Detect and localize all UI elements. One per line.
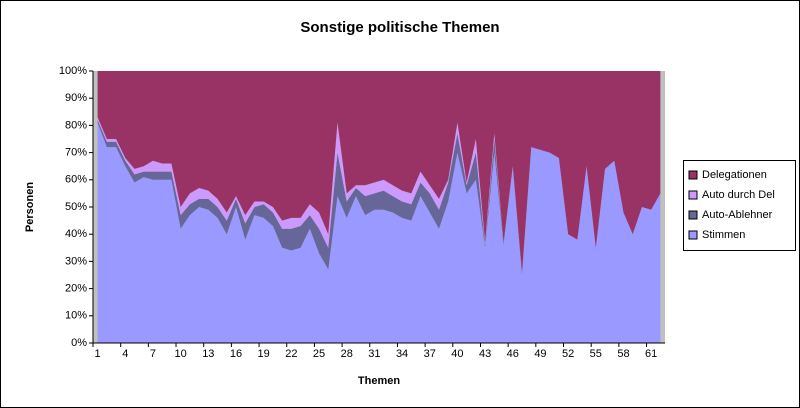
- chart-title: Sonstige politische Themen: [300, 19, 499, 36]
- y-tick-label: 30%: [65, 255, 87, 267]
- legend-swatch: [688, 170, 698, 180]
- x-tick-label: 49: [534, 348, 546, 360]
- y-tick-label: 40%: [65, 228, 87, 240]
- y-tick-label: 10%: [65, 310, 87, 322]
- legend-swatch: [688, 230, 698, 240]
- legend-label: Delegationen: [702, 169, 767, 181]
- x-tick-label: 7: [150, 348, 156, 360]
- y-tick-label: 0%: [71, 337, 87, 349]
- x-tick-label: 13: [202, 348, 214, 360]
- x-tick-label: 46: [507, 348, 519, 360]
- x-tick-label: 55: [590, 348, 602, 360]
- x-tick-label: 52: [562, 348, 574, 360]
- area: [97, 122, 661, 344]
- area: [97, 117, 661, 273]
- x-tick-label: 34: [396, 348, 408, 360]
- legend: [683, 160, 796, 251]
- x-axis-label: Themen: [358, 375, 400, 387]
- area: [97, 71, 661, 273]
- x-tick-label: 31: [368, 348, 380, 360]
- x-tick-label: 22: [285, 348, 297, 360]
- legend-swatch: [688, 190, 698, 200]
- y-tick-label: 70%: [65, 147, 87, 159]
- x-tick-label: 28: [341, 348, 353, 360]
- legend-swatch: [688, 210, 698, 220]
- y-tick-label: 100%: [59, 65, 87, 77]
- y-tick-label: 90%: [65, 92, 87, 104]
- x-tick-label: 19: [258, 348, 270, 360]
- legend-label: Stimmen: [702, 229, 745, 241]
- x-tick-label: 10: [175, 348, 187, 360]
- x-tick-label: 16: [230, 348, 242, 360]
- x-tick-label: 43: [479, 348, 491, 360]
- x-tick-label: 61: [645, 348, 657, 360]
- y-tick-label: 60%: [65, 174, 87, 186]
- x-tick-label: 1: [95, 348, 101, 360]
- x-tick-label: 25: [313, 348, 325, 360]
- y-tick-label: 50%: [65, 201, 87, 213]
- legend-label: Auto-Ablehner: [702, 209, 773, 221]
- legend-label: Auto durch Del: [702, 189, 775, 201]
- area: [97, 119, 661, 276]
- x-tick-label: 4: [122, 348, 128, 360]
- y-axis-label: Personen: [24, 182, 36, 232]
- y-tick-label: 80%: [65, 119, 87, 131]
- x-tick-label: 58: [617, 348, 629, 360]
- x-tick-label: 37: [424, 348, 436, 360]
- x-tick-label: 40: [451, 348, 463, 360]
- y-tick-label: 20%: [65, 283, 87, 295]
